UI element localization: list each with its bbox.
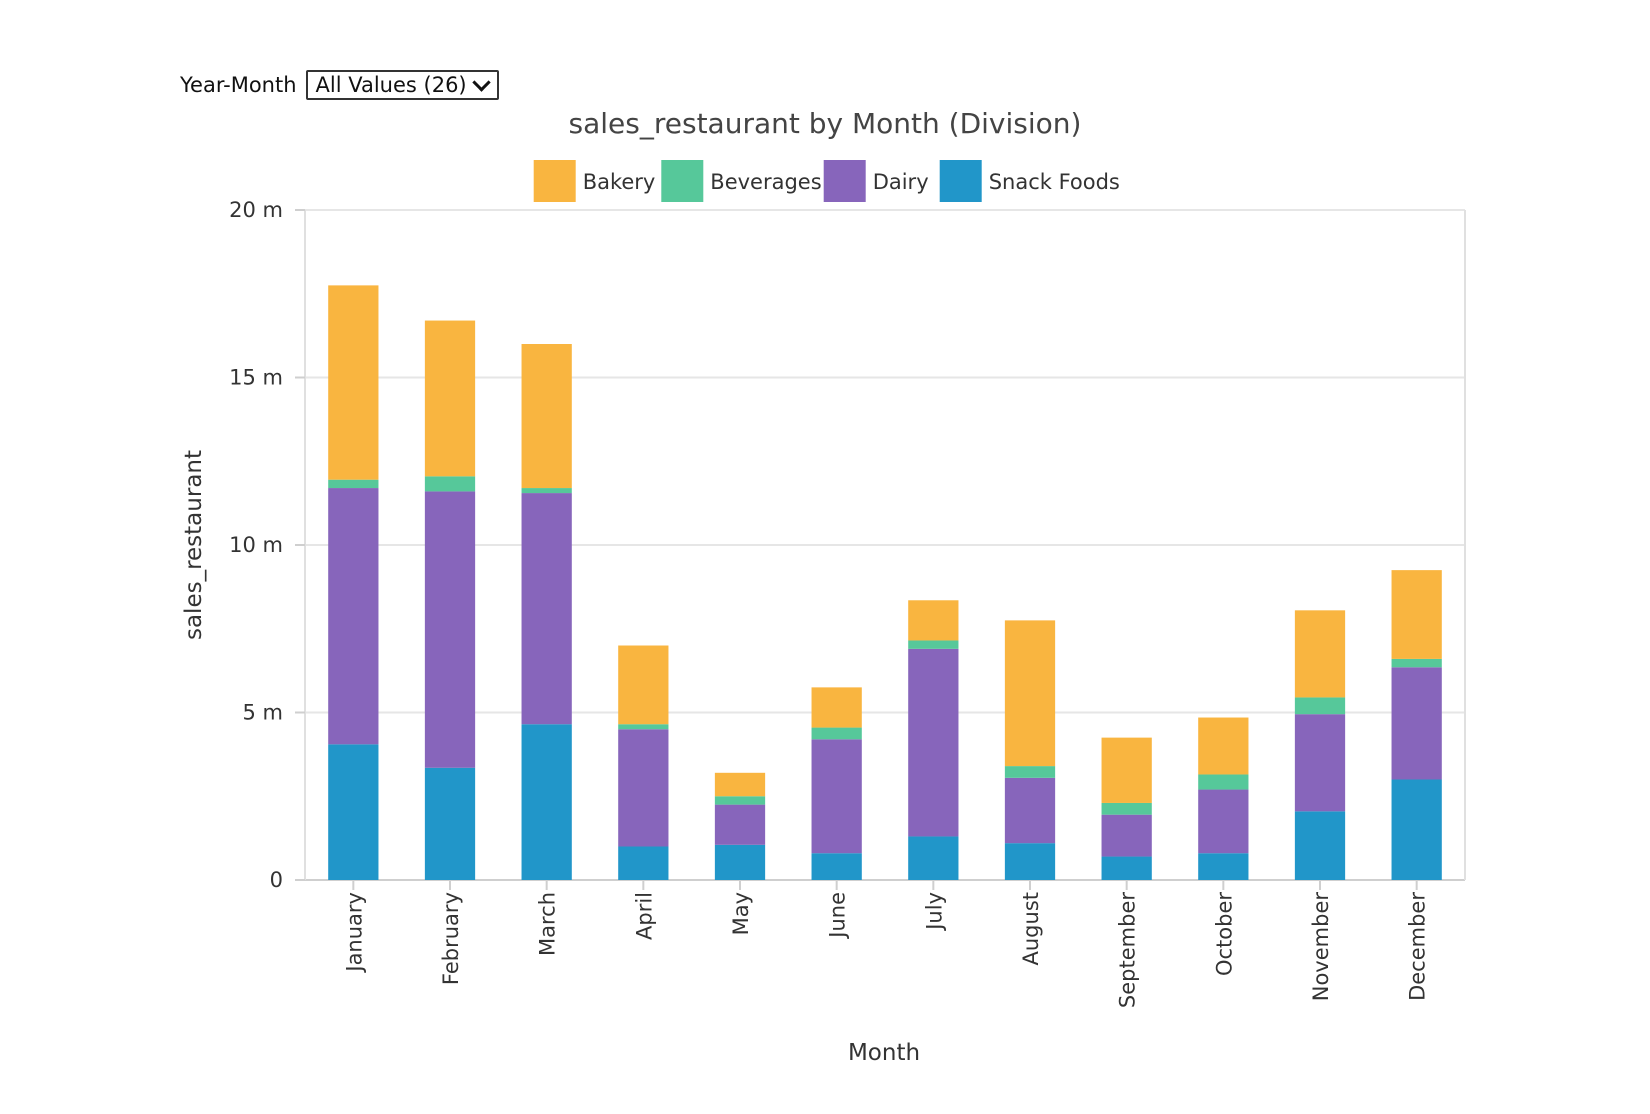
bar-segment-beverages[interactable] [1391,658,1442,668]
year-month-filter: Year-Month All Values (26) [180,70,499,100]
bar-segment-beverages[interactable] [618,724,669,730]
bar-segment-dairy[interactable] [908,648,959,837]
x-tick-label: February [439,892,463,985]
bar-segment-bakery[interactable] [618,645,669,725]
bar-segment-snack-foods[interactable] [1391,779,1442,881]
legend-swatch [823,160,866,202]
bar-segment-snack-foods[interactable] [1294,811,1346,880]
legend-label: Bakery [583,170,656,194]
legend-swatch [939,160,982,202]
legend-item-bakery[interactable]: Bakery [533,160,656,202]
bar-segment-snack-foods[interactable] [811,853,862,880]
bar-segment-bakery[interactable] [811,687,862,728]
bar-segment-beverages[interactable] [1004,766,1056,778]
filter-label: Year-Month [180,73,297,97]
bar-segment-beverages[interactable] [328,479,379,489]
legend-label: Dairy [873,170,929,194]
chart-title: sales_restaurant by Month (Division) [569,107,1082,140]
bar-segment-snack-foods[interactable] [424,767,476,880]
legend-swatch [533,160,576,202]
chart-bars [328,285,1442,880]
legend-swatch [661,160,704,202]
bar-segment-snack-foods[interactable] [521,724,572,880]
bar-segment-snack-foods[interactable] [1198,853,1249,880]
bar-segment-beverages[interactable] [1294,697,1346,715]
chart-grid [304,209,1466,881]
bar-segment-bakery[interactable] [1391,570,1442,659]
x-axis-title: Month [848,1040,920,1066]
bar-segment-beverages[interactable] [1198,774,1249,790]
bar-segment-bakery[interactable] [1198,717,1249,775]
x-tick-label: November [1309,892,1333,1002]
bar-segment-bakery[interactable] [521,344,572,489]
bar-segment-dairy[interactable] [618,729,669,847]
x-tick-label: March [536,892,560,956]
bar-segment-beverages[interactable] [521,488,572,494]
bar-segment-bakery[interactable] [424,320,476,477]
bar-segment-beverages[interactable] [811,727,862,740]
bar-segment-beverages[interactable] [424,476,476,492]
chart-legend: Bakery Beverages Dairy Snack Foods [533,160,1120,202]
bar-segment-bakery[interactable] [1004,620,1056,767]
y-tick-label: 0 [270,868,283,892]
bar-segment-snack-foods[interactable] [1004,843,1056,880]
bar-segment-dairy[interactable] [1101,814,1152,857]
bar-segment-bakery[interactable] [1294,610,1346,698]
x-tick-label: December [1406,892,1430,1001]
bar-segment-beverages[interactable] [908,640,959,649]
y-axis-title: sales_restaurant [181,450,207,640]
bar-segment-bakery[interactable] [328,285,379,480]
x-tick-label: October [1212,892,1236,976]
select-value: All Values (26) [315,73,467,97]
y-axis: 0 5 m 10 m 15 m 20 m [229,198,305,892]
bar-segment-bakery[interactable] [714,772,766,797]
bar-segment-dairy[interactable] [424,491,476,768]
bar-segment-snack-foods[interactable] [618,846,669,881]
bar-segment-snack-foods[interactable] [714,844,766,880]
x-tick-label: June [826,892,850,940]
x-tick-label: April [632,892,656,940]
legend-item-beverages[interactable]: Beverages [661,160,822,202]
bar-segment-beverages[interactable] [714,796,766,805]
x-tick-label: January [342,892,366,974]
bar-segment-dairy[interactable] [1391,667,1442,780]
y-tick-label: 20 m [229,198,283,222]
legend-label: Snack Foods [989,170,1120,194]
legend-item-dairy[interactable]: Dairy [823,160,929,202]
y-tick-label: 15 m [229,366,283,390]
bar-segment-dairy[interactable] [521,493,572,725]
bar-segment-dairy[interactable] [1198,789,1249,854]
bar-segment-dairy[interactable] [1004,777,1056,844]
bar-segment-snack-foods[interactable] [908,836,959,880]
legend-item-snack-foods[interactable]: Snack Foods [939,160,1120,202]
x-tick-label: July [922,892,946,932]
y-tick-label: 10 m [229,533,283,557]
bar-segment-snack-foods[interactable] [1101,856,1152,880]
bar-segment-dairy[interactable] [714,804,766,845]
bar-segment-dairy[interactable] [328,488,379,745]
x-tick-label: May [729,892,753,935]
bar-segment-bakery[interactable] [1101,737,1152,803]
legend-label: Beverages [710,170,821,194]
bar-segment-dairy[interactable] [1294,714,1346,812]
bar-segment-dairy[interactable] [811,739,862,854]
bar-segment-beverages[interactable] [1101,802,1152,815]
x-axis: January February March April May June July Augu… [342,880,1430,1008]
y-tick-label: 5 m [243,701,284,725]
x-tick-label: August [1019,892,1043,966]
bar-segment-bakery[interactable] [908,600,959,641]
bar-segment-snack-foods[interactable] [328,744,379,880]
x-tick-label: September [1116,892,1140,1008]
year-month-select[interactable]: All Values (26) [305,70,499,100]
